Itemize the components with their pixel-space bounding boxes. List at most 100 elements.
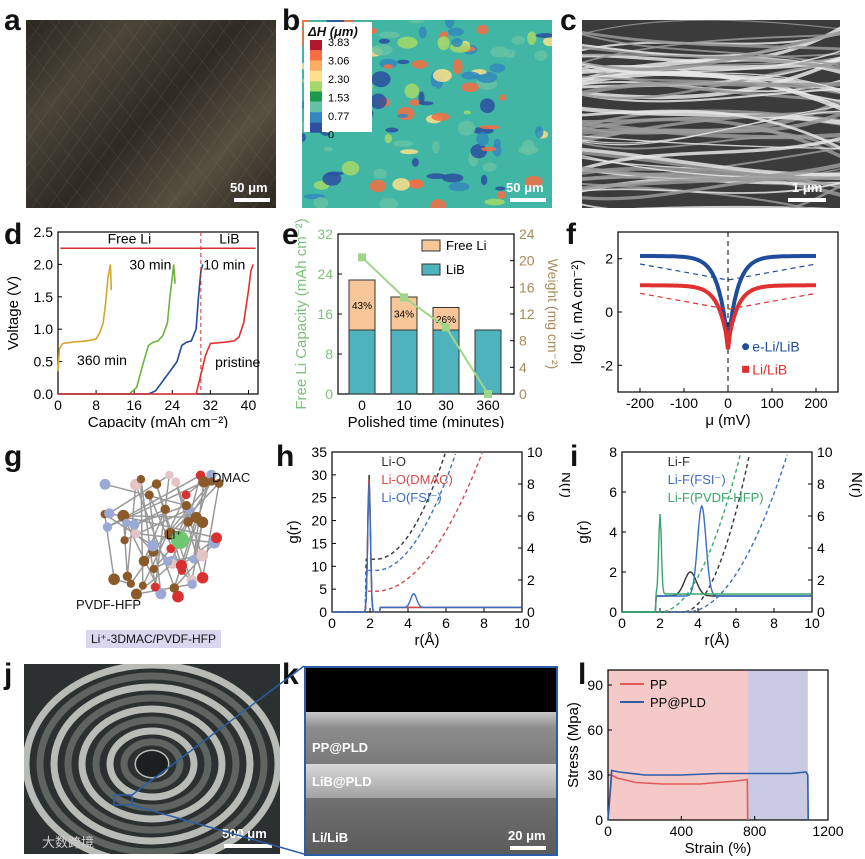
height-blob [437, 36, 450, 51]
atom [206, 469, 217, 481]
layer-label-lib: LiB@PLD [312, 774, 372, 789]
photo-roll-j: 500 μm 大数跨境 [24, 664, 280, 854]
y2-tick-label: 0 [519, 386, 527, 402]
height-blob [482, 162, 497, 172]
y2-tick-label: 8 [519, 333, 527, 349]
series-line-10-min [58, 264, 204, 395]
x-tick-label: 6 [732, 615, 740, 631]
atom [160, 504, 170, 515]
scale-bar-b [510, 198, 546, 202]
height-blob [527, 31, 537, 45]
height-blob [369, 179, 387, 193]
fiber [582, 126, 840, 151]
fiber [582, 81, 840, 96]
x-tick-label: 360 [476, 397, 500, 413]
legend-lib: LiB [446, 262, 465, 277]
bar-percent: 26% [436, 315, 456, 326]
fiber [582, 106, 840, 125]
molecule-caption: Li⁺-3DMAC/PVDF-HFP [86, 630, 222, 648]
scale-bar-label-j: 500 μm [222, 826, 267, 841]
height-legend: ΔH (μm) 3.83 3.06 2.30 1.53 0.77 0 [304, 22, 372, 138]
x-tick-label: 400 [670, 823, 694, 839]
height-blob [535, 33, 552, 39]
height-blob [495, 186, 506, 191]
atom [214, 478, 224, 488]
weight-point [358, 253, 366, 262]
y2-tick-label: 2 [527, 572, 535, 588]
height-blob [369, 93, 387, 110]
legend-swatch-free-li [421, 239, 441, 252]
scale-bar-label-b: 50 μm [506, 180, 544, 195]
legend-li: Li/LiB [752, 361, 787, 377]
height-blob [476, 24, 489, 35]
legend-entry: Li-O(FSI⁻) [381, 490, 441, 505]
y-tick-label: 2.5 [34, 224, 54, 240]
curve-label: 360 min [77, 352, 127, 368]
legend-tick: 2.30 [328, 74, 349, 86]
legend-swatch [310, 91, 322, 102]
curve-label: 10 min [203, 257, 245, 273]
weight-point [484, 390, 492, 398]
atom [126, 579, 136, 588]
fiber [582, 147, 840, 181]
height-blob [430, 199, 447, 208]
height-blob [418, 91, 425, 105]
region-label-lib: LiB [219, 231, 239, 247]
height-blob [411, 59, 428, 69]
height-blob [461, 82, 479, 92]
legend-entry: Li-F(PVDF-HFP) [668, 490, 764, 505]
y-tick-label: 8 [325, 346, 333, 362]
fiber [582, 33, 840, 64]
y-tick-label: 24 [317, 266, 333, 282]
scale-bar-a [234, 198, 270, 202]
legend-tick: 1.53 [328, 93, 349, 105]
legend-tick: 0.77 [328, 111, 349, 123]
chart-h: 0 2 4 6 8 10051015202530350246810r(Å)g(r)N(r)… [285, 444, 570, 649]
y2-tick-label: 10 [817, 444, 833, 460]
roll-ring [24, 664, 280, 854]
height-blob [476, 71, 498, 84]
atom [163, 556, 173, 567]
atom [198, 476, 210, 488]
fiber [582, 50, 840, 81]
legend-swatch [310, 122, 322, 133]
legend-tick: 3.83 [328, 38, 349, 49]
x-tick-label: 40 [241, 397, 257, 413]
fiber [582, 147, 840, 177]
height-blob [431, 112, 450, 122]
atom [150, 582, 160, 592]
fiber [582, 33, 840, 67]
y2-tick-label: 4 [527, 540, 535, 556]
bar-free-li [348, 279, 376, 331]
y-tick-label: 2.0 [34, 256, 54, 272]
height-blob [418, 101, 434, 106]
molecule-g [99, 469, 224, 603]
height-blob [392, 178, 410, 191]
coord-line [332, 453, 457, 613]
height-blob [480, 174, 488, 186]
legend-entry: Li-F [668, 454, 690, 469]
y-tick-label: 8 [609, 444, 617, 460]
atom [131, 528, 141, 539]
molecule-label-pvdf: PVDF-HFP [76, 597, 141, 612]
weight-point [400, 293, 408, 302]
legend-tick: 3.06 [328, 56, 349, 68]
panel-letter-c: c [560, 4, 577, 37]
x-tick-label: 800 [743, 823, 767, 839]
panel-letter-k: k [282, 658, 299, 691]
y-tick-label: 90 [587, 677, 603, 693]
x-tick-label: 4 [694, 615, 702, 631]
x-tick-label: 16 [126, 397, 142, 413]
height-blob [524, 175, 543, 188]
panel-letter-d: d [4, 218, 23, 251]
coord-line [332, 452, 483, 613]
height-blob [447, 27, 464, 37]
curve-label: 30 min [129, 257, 171, 273]
y-tick-label: 0 [605, 304, 613, 320]
height-blob [341, 161, 360, 176]
x-tick-label: 6 [442, 615, 450, 631]
y2-tick-label: 2 [817, 572, 825, 588]
legend-tick: 0 [328, 130, 334, 139]
height-blob [535, 125, 544, 139]
series-li-lib [640, 283, 816, 350]
